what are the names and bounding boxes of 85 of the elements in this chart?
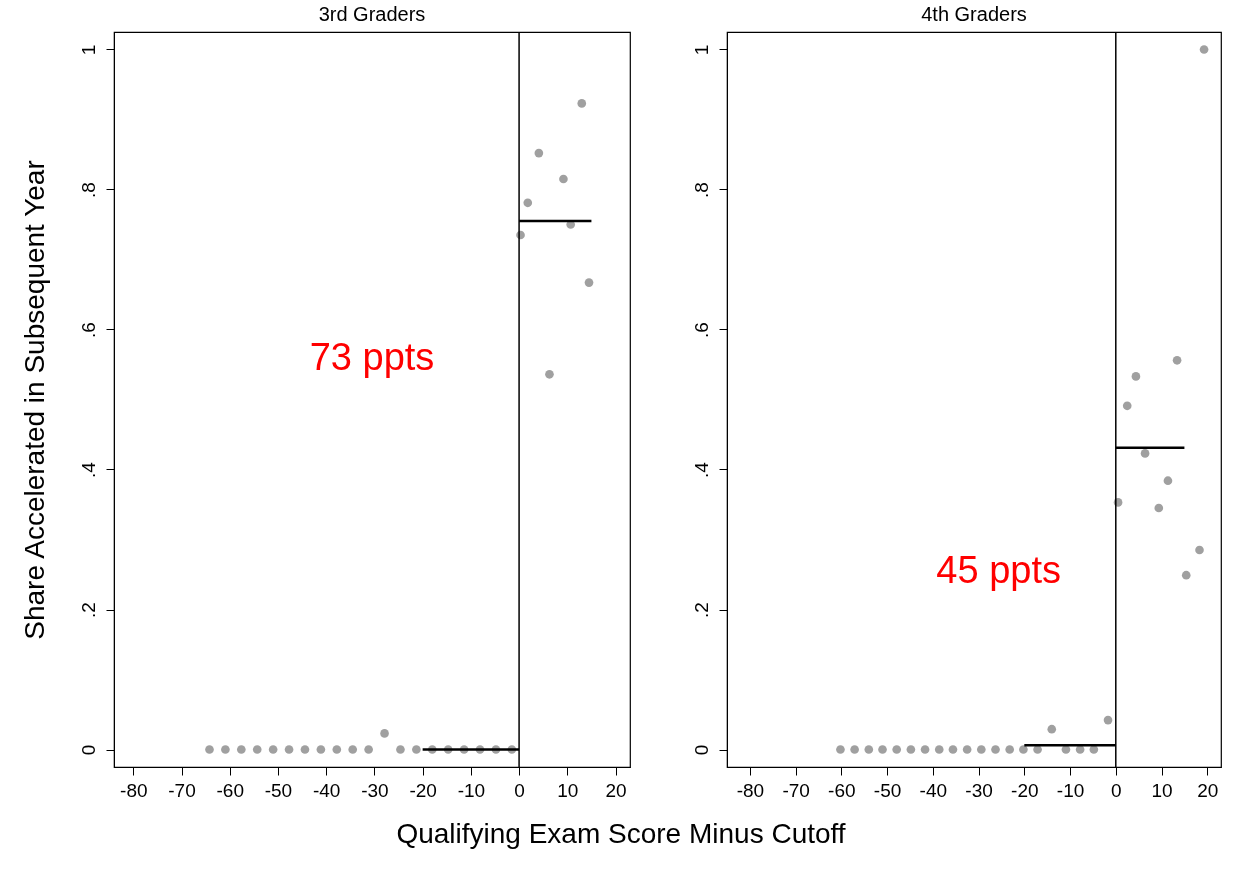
point [236,745,246,754]
x-tick-label: -80 [120,779,148,801]
point [1103,715,1113,725]
y-tick-label: 0 [77,744,99,756]
point [1005,745,1015,754]
x-tick-label: -40 [312,779,341,801]
annotation: 45 ppts [936,549,1062,592]
x-tick-label: -60 [216,779,244,801]
point [1047,724,1057,734]
x-tick-label: -30 [965,779,993,801]
y-tick-label: .4 [77,461,99,478]
x-tick-label: -10 [457,779,486,801]
x-tick-label: 10 [557,779,579,801]
x-tick-label: -50 [873,779,902,801]
y-tick-label: .8 [690,182,712,198]
point [1181,570,1191,580]
point [1172,355,1182,365]
chart-title: 4th Graders [921,3,1027,26]
x-tick-label: -70 [168,779,196,801]
point [252,745,262,754]
point [1163,476,1173,486]
point [300,745,310,754]
x-tick-label: -20 [409,779,437,801]
chart-title: 3rd Graders [318,3,426,26]
x-tick-label: -80 [736,779,765,801]
point [906,745,916,754]
point [412,745,421,754]
x-tick-label: -10 [1056,779,1085,801]
point [1154,503,1164,513]
point [976,745,986,754]
point [332,745,342,754]
y-tick-label: .8 [77,182,99,198]
x-tick-label: 0 [514,779,525,801]
x-axis-title: Qualifying Exam Score Minus Cutoff [396,817,846,849]
point [545,369,554,379]
point [268,745,278,754]
point [1195,545,1204,555]
y-axis-title: Share Accelerated in Subsequent Year [18,160,50,640]
annotation: 73 ppts [309,336,435,379]
y-tick-label: .4 [690,461,712,478]
point [559,174,568,184]
x-tick-label: 20 [1197,779,1219,801]
point [991,745,1000,754]
x-tick-label: -20 [1011,779,1039,801]
point [878,745,887,754]
point [205,745,214,754]
y-tick-label: 1 [77,44,99,56]
point [920,745,930,754]
x-tick-label: 10 [1151,779,1173,801]
point [962,745,972,754]
point [221,745,230,754]
point [523,198,533,208]
point [584,278,594,287]
point [1131,372,1141,381]
y-tick-label: .2 [690,602,712,618]
point [316,745,326,754]
point [1122,401,1132,411]
point [1140,449,1150,458]
point [1199,45,1209,54]
point [892,745,902,754]
y-tick-label: 0 [690,744,712,756]
y-tick-label: .6 [77,322,99,338]
x-tick-label: -30 [361,779,389,801]
point [380,729,389,738]
point [348,745,358,754]
x-tick-label: -40 [919,779,948,801]
x-tick-label: -60 [828,779,856,801]
point [850,745,859,754]
point [948,745,958,754]
point [284,745,294,754]
point [1019,745,1028,754]
y-tick-label: .2 [77,602,99,618]
point [934,745,944,754]
point [836,745,845,754]
point [864,745,874,754]
point [364,745,373,754]
x-tick-label: 20 [605,779,627,801]
x-tick-label: 0 [1111,779,1122,801]
point [534,148,544,158]
y-tick-label: .6 [690,322,712,338]
x-tick-label: -70 [782,779,810,801]
y-tick-label: 1 [690,44,712,56]
x-tick-label: -50 [264,779,293,801]
point [577,99,587,108]
point [396,745,405,754]
